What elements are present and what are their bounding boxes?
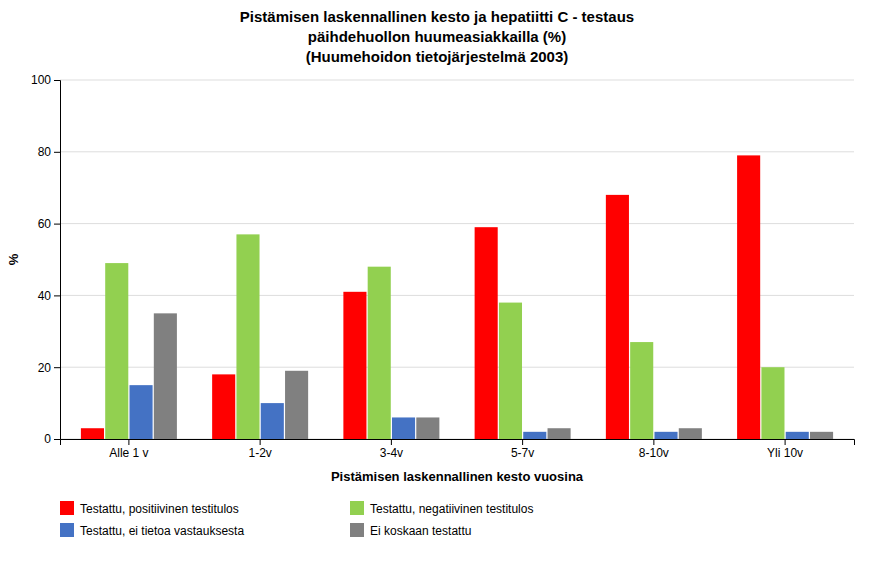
y-tick-mark (54, 367, 60, 368)
y-tick-mark (54, 439, 60, 440)
legend-item: Testattu, ei tietoa vastauksesta (60, 523, 244, 538)
grid-line (60, 295, 854, 296)
y-tick: 60 (38, 217, 60, 231)
bar (130, 385, 153, 439)
x-tick: Yli 10v (767, 439, 803, 460)
bar (261, 403, 284, 439)
y-tick: 20 (38, 361, 60, 375)
bar (368, 267, 391, 439)
y-tick-label: 60 (38, 217, 52, 231)
y-tick-mark (54, 152, 60, 153)
y-tick: 0 (44, 432, 60, 446)
legend-swatch (60, 523, 74, 537)
bar (499, 303, 522, 439)
y-tick-mark (54, 80, 60, 81)
y-tick: 40 (38, 289, 60, 303)
bar (212, 374, 235, 439)
bar (285, 371, 308, 439)
series (154, 313, 833, 439)
bar (630, 342, 653, 439)
bar (523, 432, 546, 439)
legend-label: Testattu, ei tietoa vastauksesta (80, 524, 244, 538)
bar (236, 234, 259, 439)
bar (475, 227, 498, 439)
grid-line (60, 151, 854, 152)
legend-swatch (60, 501, 74, 515)
y-tick-mark (54, 224, 60, 225)
title: (Huumehoidon tietojärjestelmä 2003) (306, 48, 569, 65)
x-tick: 5-7v (511, 439, 534, 460)
y-tick: 100 (31, 73, 60, 87)
bar (810, 432, 833, 439)
legend-item: Testattu, positiivinen testitulos (60, 501, 239, 516)
y-axis: 0 20 40 60 80 100 (31, 73, 61, 446)
bar (392, 417, 415, 439)
legend-swatch (350, 501, 364, 515)
title: päihdehuollon huumeasiakkailla (%) (308, 28, 566, 45)
x-tick-label: 5-7v (511, 446, 534, 460)
y-tick-label: 40 (38, 289, 52, 303)
x-tick: Alle 1 v (109, 439, 148, 460)
x-axis: Alle 1 v 1-2v 3-4v 5-7v 8-10v Yli 10v (61, 439, 855, 460)
grid-line (60, 80, 854, 81)
chart: Pistämisen laskennallinen kesto ja hepat… (0, 0, 874, 569)
y-tick-label: 80 (38, 145, 52, 159)
legend-item: Ei koskaan testattu (350, 523, 471, 538)
bar (761, 367, 784, 439)
series (130, 385, 809, 439)
bar (679, 428, 702, 439)
bar (343, 292, 366, 439)
x-tick-mark (391, 439, 392, 445)
bar (654, 432, 677, 439)
bar (81, 428, 104, 439)
legend-item: Testattu, negatiivinen testitulos (350, 501, 533, 516)
y-tick: 80 (38, 145, 60, 159)
bar (416, 417, 439, 439)
grid (60, 80, 854, 439)
x-tick-label: Yli 10v (767, 446, 803, 460)
y-axis-line (54, 81, 61, 440)
y-axis-title: % (6, 253, 21, 265)
x-tick: 8-10v (639, 439, 669, 460)
legend-label: Testattu, positiivinen testitulos (80, 502, 239, 516)
bar (606, 195, 629, 439)
y-tick-label: 0 (44, 432, 51, 446)
title: Pistämisen laskennallinen kesto ja hepat… (240, 8, 634, 25)
bar (105, 263, 128, 439)
plot: 0 20 40 60 80 100 Alle 1 v 1-2v 3-4v 5-7v 8-10v Yli… (31, 73, 855, 459)
grid-line (60, 223, 854, 224)
x-tick-mark (653, 439, 654, 445)
legend-swatch (350, 523, 364, 537)
series (81, 155, 760, 439)
bars (81, 155, 833, 439)
x-axis-line (61, 440, 855, 446)
x-tick-mark (785, 439, 786, 445)
x-tick-mark (260, 439, 261, 445)
x-axis-title: Pistämisen laskennallinen kesto vuosina (331, 469, 584, 484)
x-tick: 3-4v (380, 439, 403, 460)
x-tick: 1-2v (248, 439, 271, 460)
x-tick-mark (128, 439, 129, 445)
y-tick-mark (54, 295, 60, 296)
x-tick-label: 8-10v (639, 446, 669, 460)
x-tick-mark (522, 439, 523, 445)
y-tick-label: 100 (31, 73, 51, 87)
x-tick-label: 3-4v (380, 446, 403, 460)
legend-label: Testattu, negatiivinen testitulos (370, 502, 533, 516)
bar (154, 313, 177, 439)
bar (737, 155, 760, 439)
grid-line (60, 367, 854, 368)
bar (786, 432, 809, 439)
legend-label: Ei koskaan testattu (370, 524, 471, 538)
bar (548, 428, 571, 439)
x-tick-label: Alle 1 v (109, 446, 148, 460)
legend: Testattu, positiivinen testitulos Testatt… (60, 501, 533, 538)
series (105, 234, 784, 439)
y-tick-label: 20 (38, 361, 52, 375)
x-tick-label: 1-2v (248, 446, 271, 460)
